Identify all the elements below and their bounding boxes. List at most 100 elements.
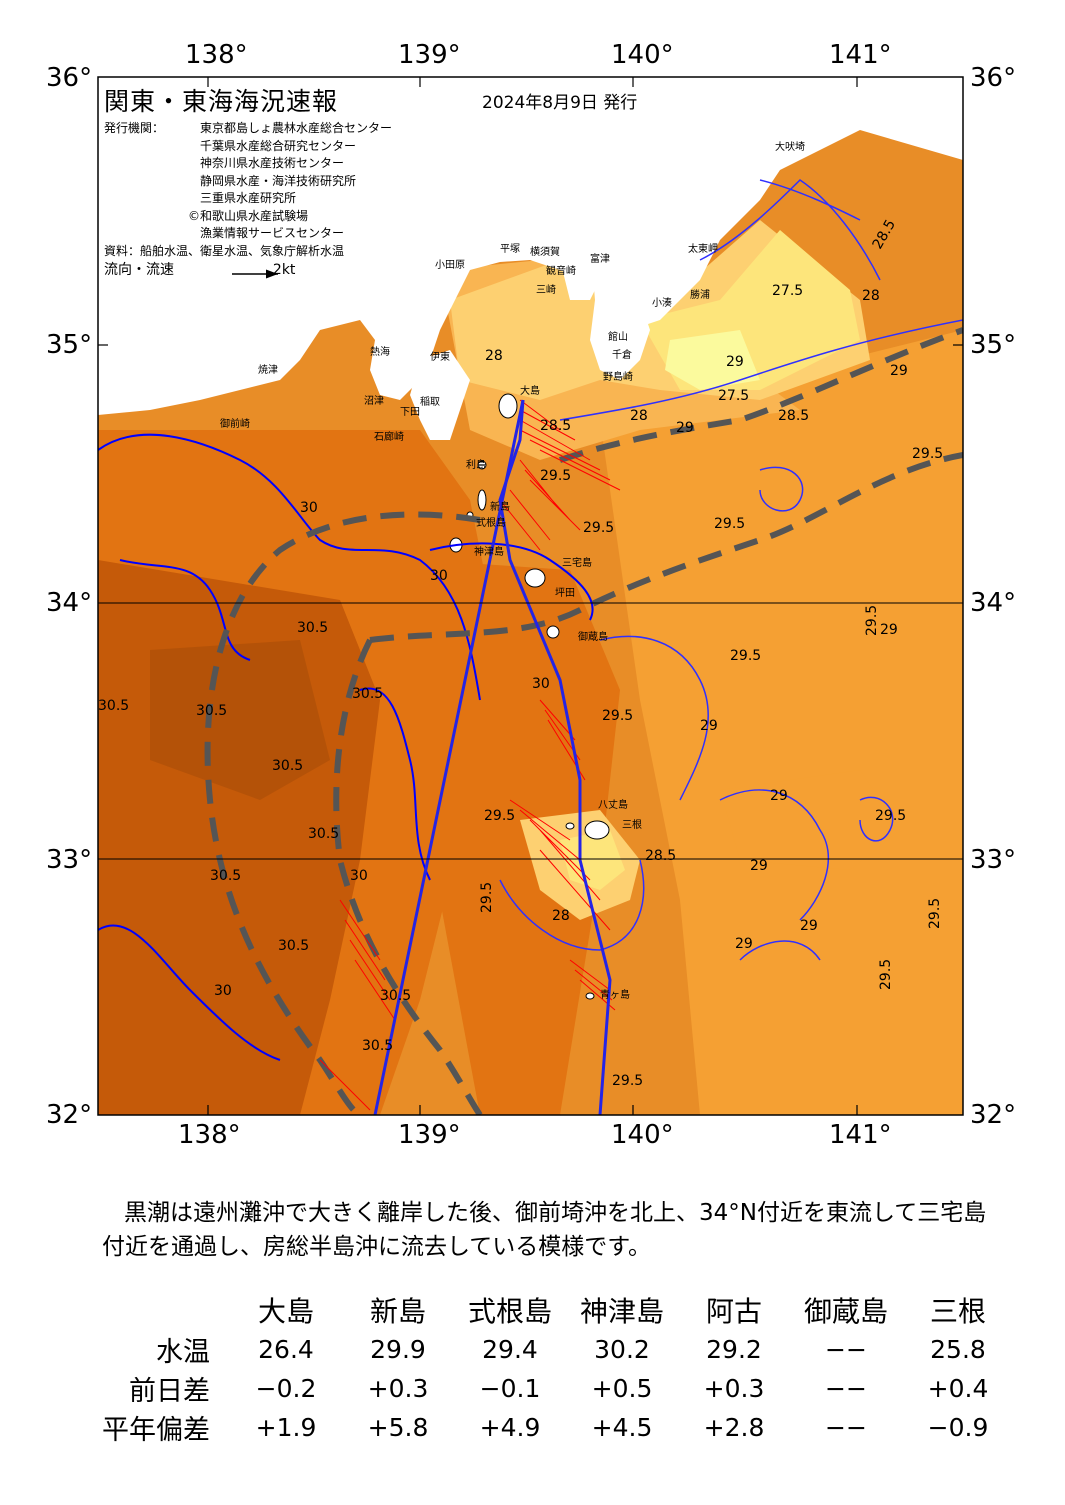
row-label: 平年偏差 xyxy=(102,1415,210,1446)
isotherm-label: 30.5 xyxy=(352,686,383,702)
isotherm-label: 29.5 xyxy=(484,808,515,824)
place-name: 青ヶ島 xyxy=(600,988,630,1001)
table-cell: 30.2 xyxy=(594,1335,650,1364)
isotherm-label: 29.5 xyxy=(602,708,633,724)
isotherm-label: 30.5 xyxy=(196,703,227,719)
current-scale-label: 2kt xyxy=(272,262,296,278)
current-legend-label: 流向・流速 xyxy=(104,262,174,278)
issuer-item: 千葉県水産総合研究センター xyxy=(200,138,357,153)
lat-label-right: 36° xyxy=(970,63,1017,93)
lat-label-right: 33° xyxy=(970,845,1017,875)
lat-label-left: 34° xyxy=(46,588,93,618)
place-name: 観音崎 xyxy=(546,264,576,277)
table-cell: 29.2 xyxy=(706,1335,762,1364)
table-cell: +0.3 xyxy=(367,1374,429,1403)
map-title: 関東・東海海況速報 xyxy=(104,87,339,116)
table-cell: 25.8 xyxy=(930,1335,986,1364)
map-frame xyxy=(97,76,964,1116)
isotherm-label: 30.5 xyxy=(308,826,339,842)
table-cell: 26.4 xyxy=(258,1335,314,1364)
isotherm-label: 29 xyxy=(770,788,788,804)
issuer-item: 東京都島しょ農林水産総合センター xyxy=(200,121,393,135)
graticule xyxy=(98,602,963,860)
isotherm-label: 30.5 xyxy=(362,1038,393,1054)
isotherm-label: 29 xyxy=(735,936,753,952)
land-boso xyxy=(590,220,650,380)
place-name: 野島崎 xyxy=(603,370,633,383)
issuer-item: 三重県水産研究所 xyxy=(200,191,297,205)
table-cell: +0.3 xyxy=(703,1374,765,1403)
place-name: 富津 xyxy=(590,252,610,265)
island-miyakejima xyxy=(524,568,546,588)
isotherm-label: 29.5 xyxy=(583,520,614,536)
isotherm-29-5 xyxy=(499,179,963,961)
place-name: 小湊 xyxy=(652,296,672,309)
place-name: 大島 xyxy=(520,384,540,397)
place-name: 三宅島 xyxy=(562,556,592,569)
table-row: 前日差 −0.2 +0.3 −0.1 +0.5 +0.3 −− +0.4 xyxy=(100,1369,1014,1408)
isotherm-label: 29 xyxy=(800,918,818,934)
isotherm-label: 28.5 xyxy=(778,408,809,424)
lat-label-right: 32° xyxy=(970,1100,1017,1130)
place-name: 御前崎 xyxy=(220,417,250,430)
place-name: 新島 xyxy=(490,500,510,513)
row-label: 前日差 xyxy=(129,1376,210,1407)
isotherm-label: 27.5 xyxy=(772,283,803,299)
place-name: 平塚 xyxy=(500,243,520,255)
place-name: 神津島 xyxy=(474,545,504,558)
table-cell: +1.9 xyxy=(255,1413,317,1442)
place-name: 館山 xyxy=(608,330,628,343)
isotherm-label: 29.5 xyxy=(927,898,943,929)
lon-label-bottom: 138° xyxy=(178,1120,241,1150)
table-header-cell: 御蔵島 xyxy=(803,1295,888,1328)
table-cell: +0.4 xyxy=(927,1374,989,1403)
isotherm-labels: 27.5 28 28.5 29 29.5 27.5 29.5 29.5 29.5… xyxy=(98,217,943,1089)
table-header-cell: 大島 xyxy=(257,1295,314,1328)
place-name: 勝浦 xyxy=(690,288,710,301)
place-name: 伊東 xyxy=(430,350,450,363)
isotherm-label: 28 xyxy=(862,288,880,304)
isotherm-30 xyxy=(98,433,594,1061)
place-name: 焼津 xyxy=(258,364,278,376)
sea-temperature-map: 27.5 28 28.5 29 29.5 27.5 29.5 29.5 29.5… xyxy=(46,40,1017,1150)
place-name: 下田 xyxy=(400,407,420,418)
place-name: 八丈島 xyxy=(598,798,628,811)
isotherm-label: 28 xyxy=(485,348,503,364)
station-temperature-table: 大島 新島 式根島 神津島 阿古 御蔵島 三根 水温 26.4 29.9 29.… xyxy=(100,1290,1014,1447)
table-cell: −− xyxy=(825,1413,867,1442)
lat-label-left: 33° xyxy=(46,845,93,875)
place-name: 稲取 xyxy=(420,396,440,408)
lat-label-left: 35° xyxy=(46,330,93,360)
land-kanto xyxy=(98,77,963,415)
isotherm-label: 30.5 xyxy=(278,938,309,954)
place-name: 三崎 xyxy=(536,283,556,296)
isotherm-label: 29 xyxy=(700,718,718,734)
isotherm-label: 30 xyxy=(532,676,550,692)
isotherm-label: 29 xyxy=(890,363,908,379)
lon-label-top: 139° xyxy=(398,40,461,70)
isotherm-label: 28.5 xyxy=(645,848,676,864)
table-header-cell: 三根 xyxy=(929,1295,986,1328)
table-cell: +4.5 xyxy=(591,1413,653,1442)
isotherm-label: 30.5 xyxy=(98,698,129,714)
island-aogashima xyxy=(585,992,595,1000)
isotherm-label: 29.5 xyxy=(878,959,894,990)
issuer-block: 発行機関： 東京都島しょ農林水産総合センター 千葉県水産総合研究センター 神奈川県… xyxy=(104,120,392,280)
island-niijima xyxy=(477,489,487,511)
isotherm-label: 29.5 xyxy=(540,468,571,484)
table-header-cell: 阿古 xyxy=(705,1295,762,1328)
place-name: 千倉 xyxy=(612,348,632,361)
place-name: 三根 xyxy=(622,818,642,831)
lat-label-right: 34° xyxy=(970,588,1017,618)
isotherm-label: 30.5 xyxy=(380,988,411,1004)
sst-band-30-5b xyxy=(150,640,330,800)
place-name: 大吠埼 xyxy=(775,140,805,153)
land-izu xyxy=(410,350,470,440)
table-row: 水温 26.4 29.9 29.4 30.2 29.2 −− 25.8 xyxy=(100,1330,1014,1369)
table-cell: +2.8 xyxy=(703,1413,765,1442)
isotherm-label: 30 xyxy=(350,868,368,884)
place-name: 沼津 xyxy=(364,394,384,407)
table-cell: 29.4 xyxy=(482,1335,538,1364)
place-name: 式根島 xyxy=(476,516,506,529)
table-cell: −0.2 xyxy=(255,1374,317,1403)
